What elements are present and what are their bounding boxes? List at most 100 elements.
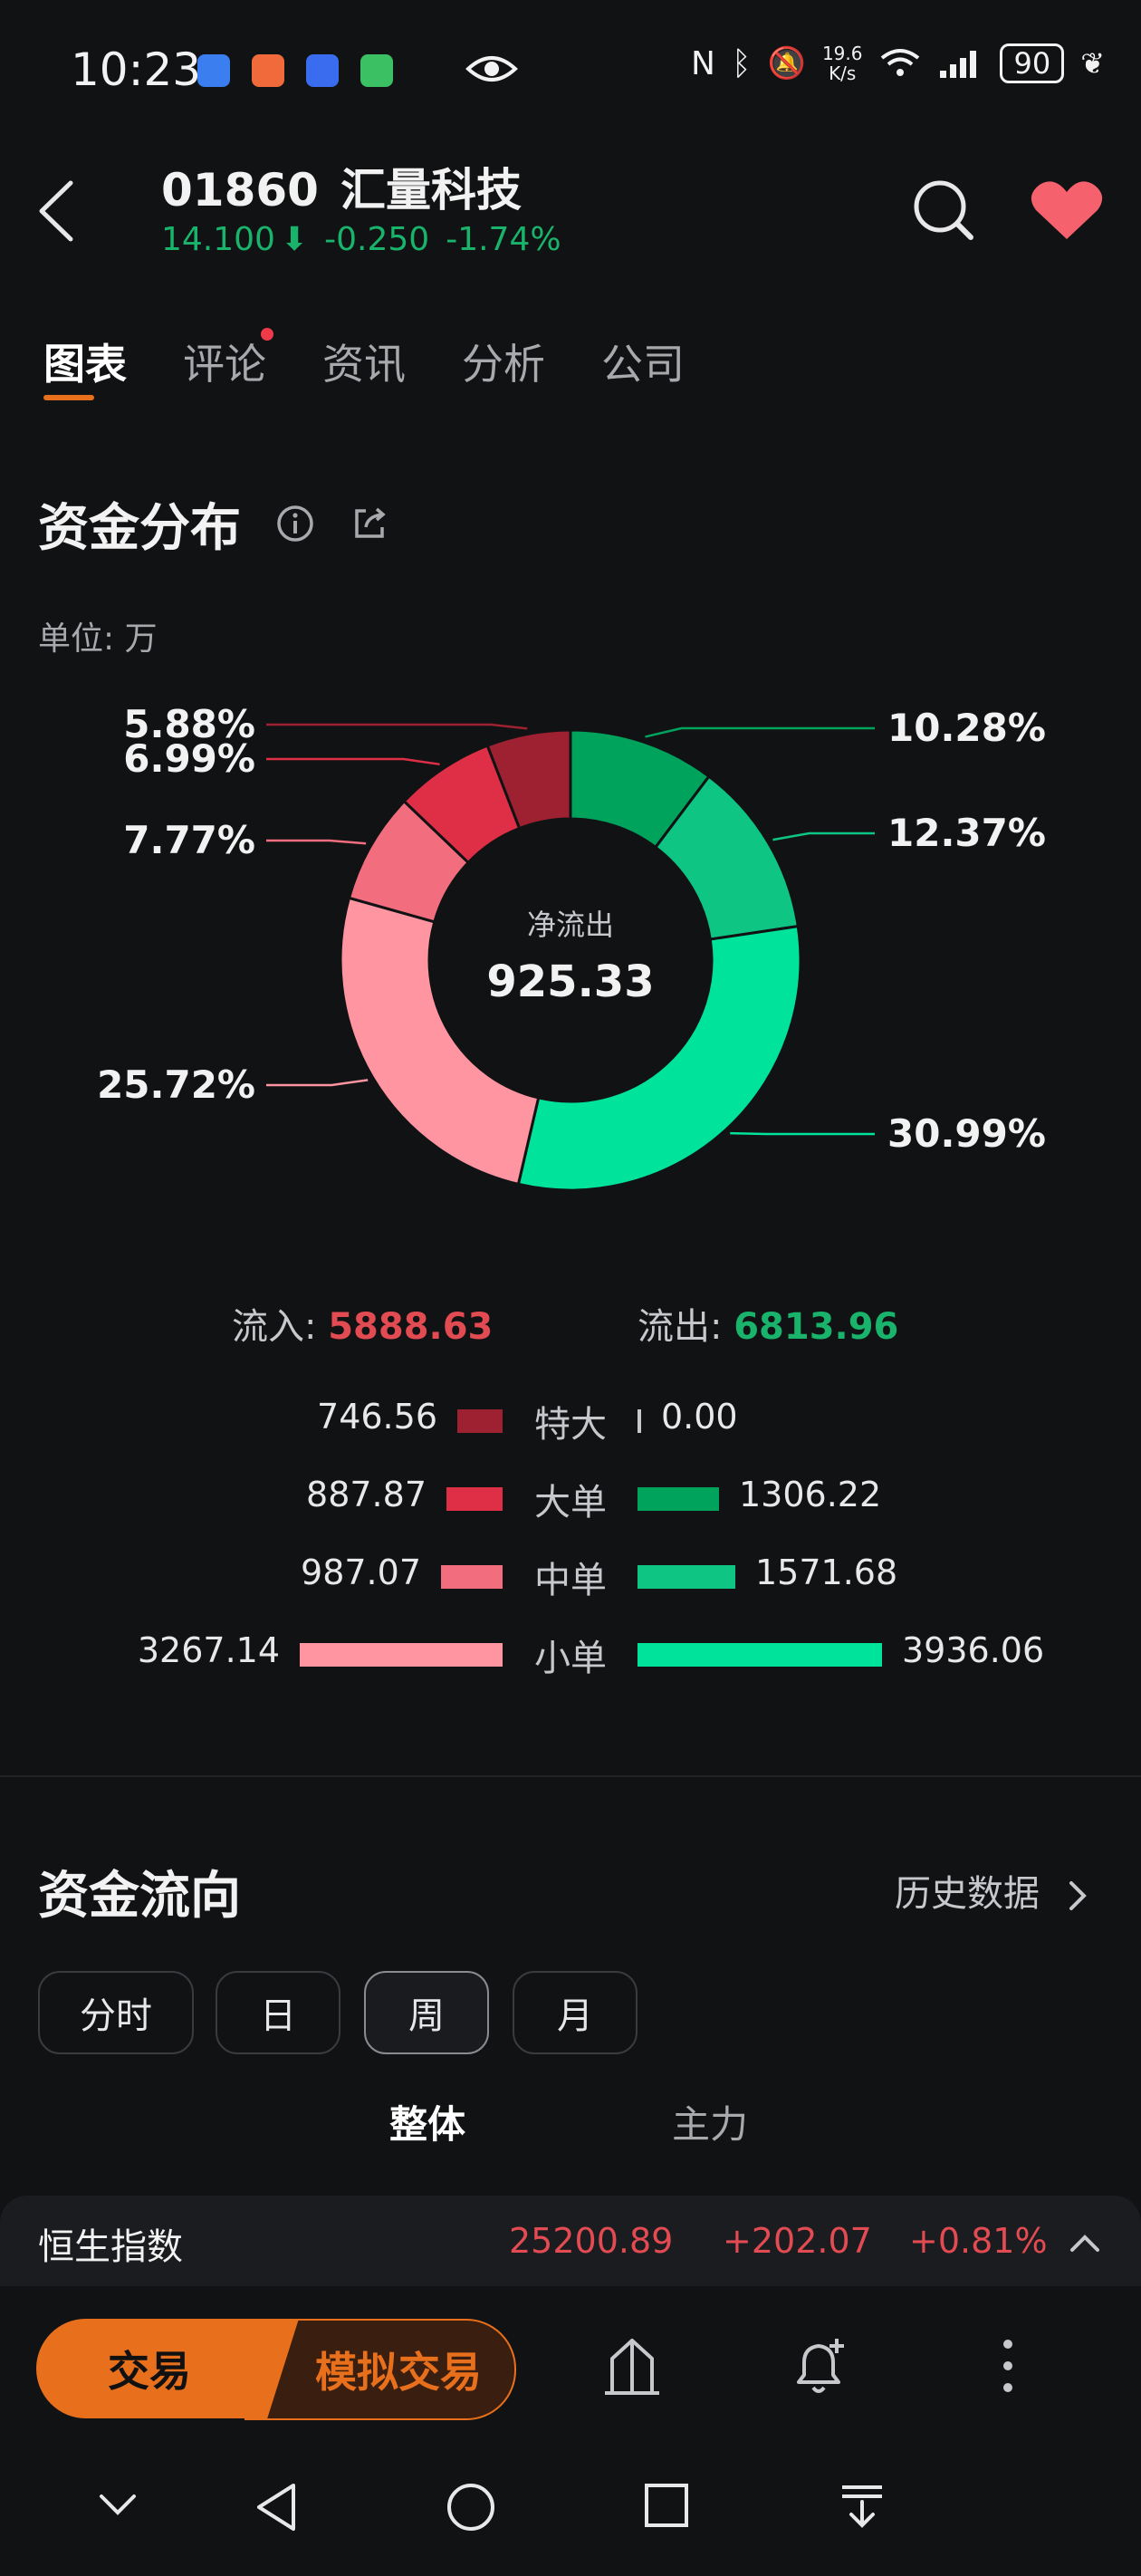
nfc-icon: N — [691, 44, 715, 82]
tab-chart[interactable]: 图表 — [43, 332, 127, 400]
inflow-bar — [457, 1409, 503, 1433]
center-value: 925.33 — [486, 956, 654, 1007]
tab-comments[interactable]: 评论 — [183, 328, 273, 391]
more-options-icon[interactable] — [994, 2333, 1021, 2398]
leader-line — [266, 757, 440, 766]
inflow-row-value: 746.56 — [317, 1397, 437, 1437]
collapse-nav-icon[interactable] — [96, 2482, 139, 2525]
stock-code: 01860 — [161, 164, 319, 216]
bluetooth-icon: ᛒ — [731, 44, 752, 82]
outflow-value: 6813.96 — [734, 1306, 899, 1348]
tab-news[interactable]: 资讯 — [322, 340, 406, 389]
period-btn-intraday[interactable]: 分时 — [38, 1971, 194, 2054]
fund-distribution-donut-chart: 10.28%12.37%30.99%25.72%7.77%6.99%5.88% … — [97, 702, 1046, 1192]
battery-indicator: 90 — [1000, 43, 1065, 83]
slice-percent-label: 25.72% — [97, 1062, 255, 1107]
donut-slice — [516, 924, 802, 1192]
net-speed: 19.6 K/s — [821, 43, 863, 84]
inflow-row-value: 887.87 — [306, 1475, 427, 1514]
stock-change-pct: -1.74% — [446, 221, 561, 258]
search-icon[interactable] — [911, 178, 976, 243]
tab-analysis[interactable]: 分析 — [462, 340, 545, 389]
info-icon[interactable] — [275, 504, 315, 543]
mute-icon: 🔕 — [767, 45, 806, 82]
trade-button[interactable]: 交易 — [36, 2319, 299, 2418]
slice-percent-label: 7.77% — [123, 818, 255, 862]
period-btn-week[interactable]: 周 — [364, 1971, 489, 2054]
donut-slice — [339, 896, 541, 1187]
index-ticker-bar[interactable] — [0, 2196, 1141, 2286]
outflow-bar — [638, 1565, 735, 1589]
leaf-icon: ❦ — [1080, 46, 1105, 81]
outflow-total: 流出: 6813.96 — [638, 1306, 899, 1348]
notification-dot — [261, 328, 273, 341]
inflow-bar — [300, 1643, 503, 1667]
wifi-icon — [881, 49, 920, 76]
nav-download-icon[interactable] — [839, 2482, 886, 2529]
slice-percent-label: 6.99% — [123, 736, 255, 781]
nav-home-icon[interactable] — [446, 2482, 496, 2533]
nav-recents-icon[interactable] — [643, 2482, 690, 2529]
period-btn-day[interactable]: 日 — [216, 1971, 340, 2054]
order-size-label: 小单 — [534, 1638, 607, 1679]
inflow-total: 流入: 5888.63 — [232, 1306, 494, 1348]
slice-percent-label: 5.88% — [123, 702, 255, 746]
inflow-row-value: 987.07 — [301, 1552, 421, 1592]
index-name: 恒生指数 — [38, 2226, 183, 2268]
leader-line — [645, 726, 875, 738]
section-title-flow: 资金流向 — [38, 1867, 241, 1926]
order-size-label: 大单 — [534, 1482, 607, 1523]
tab-company[interactable]: 公司 — [601, 340, 685, 389]
leader-line — [266, 723, 528, 730]
status-icons: N ᛒ 🔕 19.6 K/s 90 ❦ — [691, 43, 1105, 83]
outflow-row-value: 3936.06 — [902, 1630, 1045, 1670]
inflow-row-value: 3267.14 — [137, 1630, 280, 1670]
period-btn-month[interactable]: 月 — [513, 1971, 638, 2054]
leader-line — [730, 1131, 875, 1136]
add-alert-bell-icon[interactable] — [786, 2333, 851, 2398]
chevron-up-icon[interactable] — [1069, 2232, 1101, 2254]
favorite-heart-icon[interactable] — [1029, 179, 1105, 243]
outflow-row-value: 1306.22 — [739, 1475, 882, 1514]
outflow-row-value: 0.00 — [661, 1397, 738, 1437]
inflow-value: 5888.63 — [328, 1306, 494, 1348]
outflow-bar — [638, 1409, 641, 1433]
outflow-row-value: 1571.68 — [755, 1552, 898, 1592]
nav-back-icon[interactable] — [254, 2482, 301, 2533]
slice-percent-label: 30.99% — [887, 1111, 1046, 1156]
order-size-label: 中单 — [534, 1560, 607, 1601]
outflow-bar — [638, 1487, 719, 1511]
stock-price: 14.100 — [161, 221, 275, 258]
sub-tab-main-force[interactable]: 主力 — [672, 2102, 749, 2147]
leader-line — [266, 1079, 369, 1087]
sub-tab-overall[interactable]: 整体 — [389, 2102, 466, 2147]
back-arrow-icon[interactable] — [36, 179, 76, 243]
center-label: 净流出 — [527, 908, 614, 942]
down-arrow-icon: ⬇ — [280, 221, 309, 258]
index-change: +202.07 — [723, 2221, 872, 2261]
status-time: 10:23 — [71, 43, 202, 96]
stock-change: -0.250 — [324, 221, 430, 258]
app-icon-green — [360, 54, 393, 87]
stock-title: 01860 汇量科技 — [161, 154, 522, 219]
order-size-label: 特大 — [534, 1404, 607, 1446]
stock-quote: 14.100 ⬇ -0.250 -1.74% — [161, 221, 578, 258]
signal-icon — [940, 51, 977, 78]
outflow-bar — [638, 1643, 882, 1667]
eye-icon — [465, 56, 518, 82]
donut-slice — [485, 728, 572, 831]
compare-chart-icon[interactable] — [599, 2333, 665, 2398]
index-change-pct: +0.81% — [909, 2221, 1048, 2261]
leader-line — [266, 839, 367, 845]
tab-bar: 图表 评论 资讯 分析 公司 — [43, 328, 741, 400]
unit-label: 单位: 万 — [38, 620, 158, 658]
chevron-right-icon — [1069, 1881, 1087, 1910]
section-divider — [0, 1775, 1141, 1777]
inflow-bar — [446, 1487, 503, 1511]
history-data-link[interactable]: 历史数据 — [895, 1864, 1091, 1917]
inflow-bar — [441, 1565, 503, 1589]
slice-percent-label: 10.28% — [887, 706, 1046, 750]
share-icon[interactable] — [350, 504, 389, 543]
leader-line — [772, 831, 875, 841]
stock-name: 汇量科技 — [340, 164, 522, 216]
